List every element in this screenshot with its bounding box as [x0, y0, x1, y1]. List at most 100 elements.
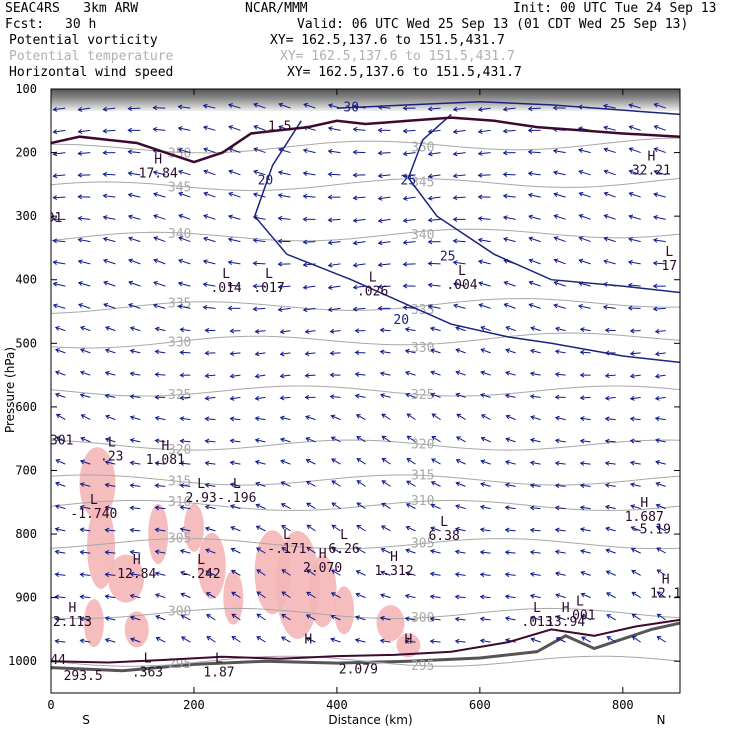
extremum-type: L — [340, 528, 348, 543]
theta-label: 300 — [411, 611, 434, 626]
wind-vector — [629, 416, 641, 422]
wind-vector — [427, 151, 441, 157]
wind-vector — [605, 526, 616, 532]
wind-vector — [202, 282, 216, 287]
wind-vector — [179, 372, 191, 378]
wind-vector — [630, 526, 641, 532]
wind-vector — [129, 348, 141, 354]
wind-vector — [305, 436, 316, 443]
extremum-type: L — [369, 270, 377, 285]
wind-vector — [478, 303, 491, 309]
wind-contour — [253, 120, 680, 364]
wind-vector — [253, 169, 266, 176]
wind-vector — [554, 527, 566, 533]
wind-vector — [404, 327, 416, 332]
wind-vector — [604, 460, 616, 466]
wind-vector — [427, 261, 441, 266]
wind-vector — [455, 504, 466, 510]
wind-vector — [230, 569, 241, 576]
wind-vector — [179, 395, 191, 401]
wind-vector — [229, 351, 241, 357]
theta-label: 315 — [168, 474, 191, 489]
wind-vector — [79, 638, 91, 644]
wind-vector — [578, 148, 591, 154]
wind-vector — [104, 437, 116, 443]
extremum-value: -.171 — [267, 542, 306, 557]
wind-vector — [204, 482, 216, 488]
wind-vector — [529, 394, 541, 400]
terrain-fill — [51, 623, 680, 693]
wind-vector — [555, 593, 566, 599]
extremum-marker: L-.242 — [182, 553, 221, 582]
wind-vector — [581, 636, 591, 643]
wind-vector — [478, 281, 491, 287]
wind-vector — [102, 106, 116, 112]
wind-vector — [427, 282, 441, 288]
pv-shade-blob — [197, 532, 226, 599]
wind-vector — [229, 373, 241, 379]
extremum-type: L — [197, 477, 205, 492]
wind-vector — [352, 195, 366, 201]
wind-vector — [331, 524, 341, 532]
wind-vector — [54, 348, 66, 354]
wind-vector — [52, 106, 66, 112]
wind-vector — [179, 527, 191, 532]
wind-vector — [503, 237, 516, 243]
wind-vector — [455, 436, 466, 443]
wind-vector — [606, 614, 616, 621]
wind-vector — [431, 458, 441, 465]
extremum-type: L — [458, 264, 466, 279]
wind-vector — [77, 172, 91, 178]
wind-vector — [179, 349, 191, 355]
wind-vector — [603, 236, 616, 243]
wind-vector — [380, 525, 391, 532]
wind-vector — [154, 415, 166, 421]
wind-vector — [327, 194, 341, 200]
wind-vector — [129, 437, 141, 443]
wind-vector — [54, 526, 66, 532]
extremum-marker: L-.171 — [267, 528, 306, 557]
pv-shade-blob — [223, 570, 244, 625]
pv-shade-blob — [275, 530, 320, 639]
wind-vector — [130, 637, 141, 643]
wind-vector — [505, 370, 516, 376]
wind-vector — [179, 505, 191, 511]
wind-vector — [252, 283, 266, 289]
wind-vector — [402, 128, 416, 134]
wind-vector — [279, 415, 291, 421]
wind-vector — [402, 105, 416, 111]
wind-vector — [377, 127, 391, 133]
wind-vector — [480, 436, 491, 443]
wind-vector — [327, 126, 341, 132]
x-tick-label: 800 — [612, 698, 634, 712]
x-tick-label: 400 — [326, 698, 348, 712]
extremum-value: .004 — [446, 278, 477, 293]
wind-vector — [379, 327, 391, 333]
wind-vector — [279, 351, 291, 357]
wind-vector — [277, 193, 291, 198]
wind-vector — [154, 349, 166, 355]
wind-vector — [253, 124, 266, 131]
wind-vector — [554, 571, 566, 577]
y-tick-label: 300 — [15, 209, 37, 223]
wind-vector — [653, 124, 666, 131]
wind-vector — [477, 106, 491, 112]
extremum-marker: L6.26 — [328, 528, 359, 557]
wind-vector — [631, 635, 641, 643]
wind-vector — [479, 594, 491, 600]
extremum-value: 301 — [50, 434, 73, 449]
wind-vector — [78, 303, 91, 309]
wind-vector — [277, 238, 291, 244]
wind-vector — [304, 351, 316, 357]
wind-vector — [406, 413, 416, 421]
wind-vector — [452, 173, 466, 179]
theta-line — [51, 499, 680, 512]
wind-vector — [178, 236, 191, 243]
wind-vector — [227, 103, 241, 109]
wind-vector — [553, 214, 566, 220]
wind-vector — [629, 460, 641, 466]
wind-vector — [305, 458, 316, 465]
wind-vector — [327, 307, 341, 312]
wind-vector — [302, 171, 316, 176]
wind-vector — [330, 592, 341, 599]
